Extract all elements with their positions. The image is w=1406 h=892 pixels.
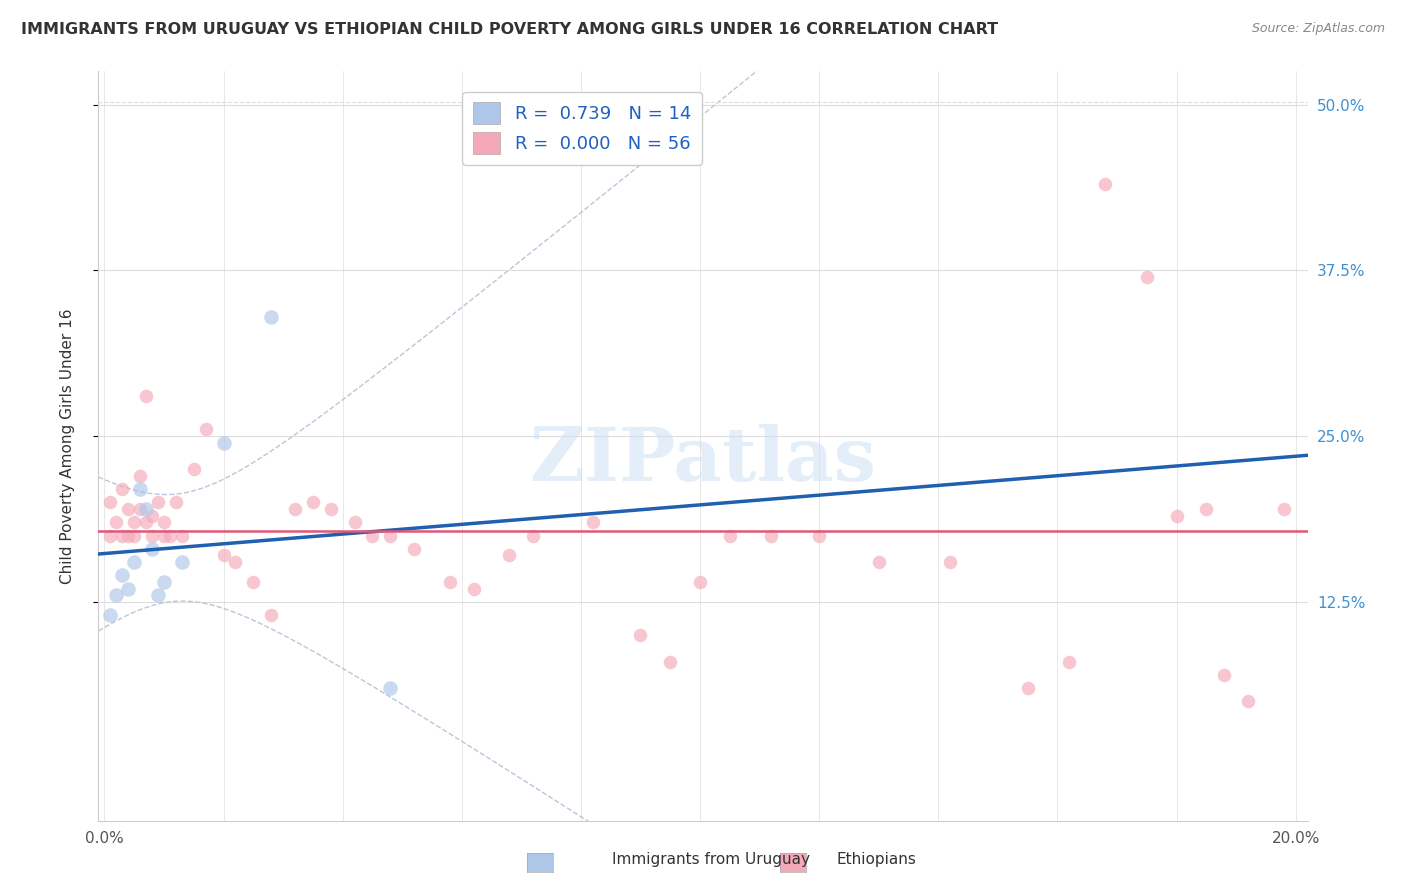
Point xyxy=(194,422,217,436)
Point xyxy=(1059,655,1081,669)
Point xyxy=(122,515,145,529)
Text: ZIPatlas: ZIPatlas xyxy=(530,425,876,498)
Point xyxy=(146,495,169,509)
Point xyxy=(939,555,962,569)
Point xyxy=(117,528,139,542)
Y-axis label: Child Poverty Among Girls Under 16: Child Poverty Among Girls Under 16 xyxy=(60,309,75,583)
Point xyxy=(153,515,176,529)
Point xyxy=(122,528,145,542)
Text: Immigrants from Uruguay: Immigrants from Uruguay xyxy=(612,852,810,867)
Point xyxy=(129,468,152,483)
Point xyxy=(761,528,783,542)
Point xyxy=(284,502,307,516)
Point xyxy=(224,555,246,569)
Point xyxy=(1166,508,1188,523)
Point xyxy=(1272,502,1295,516)
Point xyxy=(380,681,402,695)
Point xyxy=(380,528,402,542)
Point xyxy=(439,574,461,589)
Point xyxy=(117,502,139,516)
Point xyxy=(1136,269,1159,284)
Point xyxy=(463,582,485,596)
Point xyxy=(117,582,139,596)
Point xyxy=(212,435,235,450)
Point xyxy=(98,608,121,623)
Point xyxy=(319,502,342,516)
Point xyxy=(165,495,187,509)
Point xyxy=(260,310,283,324)
Point xyxy=(122,555,145,569)
Point xyxy=(146,588,169,602)
Point xyxy=(141,528,163,542)
Point xyxy=(242,574,264,589)
Point xyxy=(105,588,128,602)
Point xyxy=(260,608,283,623)
Point xyxy=(135,515,157,529)
Point xyxy=(498,549,520,563)
Point xyxy=(1017,681,1039,695)
Point xyxy=(630,628,652,642)
Point xyxy=(111,482,134,496)
Point xyxy=(159,528,181,542)
Legend: R =  0.739   N = 14, R =  0.000   N = 56: R = 0.739 N = 14, R = 0.000 N = 56 xyxy=(463,92,702,164)
Point xyxy=(302,495,325,509)
Point xyxy=(522,528,544,542)
Point xyxy=(135,389,157,403)
Point xyxy=(212,549,235,563)
Point xyxy=(868,555,890,569)
Point xyxy=(1213,667,1236,681)
Point xyxy=(361,528,384,542)
Point xyxy=(141,508,163,523)
Point xyxy=(111,528,134,542)
Point xyxy=(111,568,134,582)
Point xyxy=(153,528,176,542)
Text: IMMIGRANTS FROM URUGUAY VS ETHIOPIAN CHILD POVERTY AMONG GIRLS UNDER 16 CORRELAT: IMMIGRANTS FROM URUGUAY VS ETHIOPIAN CHI… xyxy=(21,22,998,37)
Point xyxy=(183,462,205,476)
Point xyxy=(98,495,121,509)
Point xyxy=(153,574,176,589)
Point xyxy=(689,574,711,589)
Point xyxy=(582,515,605,529)
Point xyxy=(141,541,163,556)
Point xyxy=(659,655,682,669)
Point xyxy=(718,528,741,542)
Point xyxy=(1195,502,1218,516)
Point xyxy=(98,528,121,542)
Point xyxy=(343,515,366,529)
Point xyxy=(129,502,152,516)
Point xyxy=(170,528,193,542)
Point xyxy=(1237,694,1260,708)
Point xyxy=(135,502,157,516)
Point xyxy=(404,541,426,556)
Point xyxy=(105,515,128,529)
Point xyxy=(808,528,831,542)
Text: Ethiopians: Ethiopians xyxy=(837,852,917,867)
Point xyxy=(129,482,152,496)
Point xyxy=(170,555,193,569)
Point xyxy=(1094,177,1116,191)
Text: Source: ZipAtlas.com: Source: ZipAtlas.com xyxy=(1251,22,1385,36)
